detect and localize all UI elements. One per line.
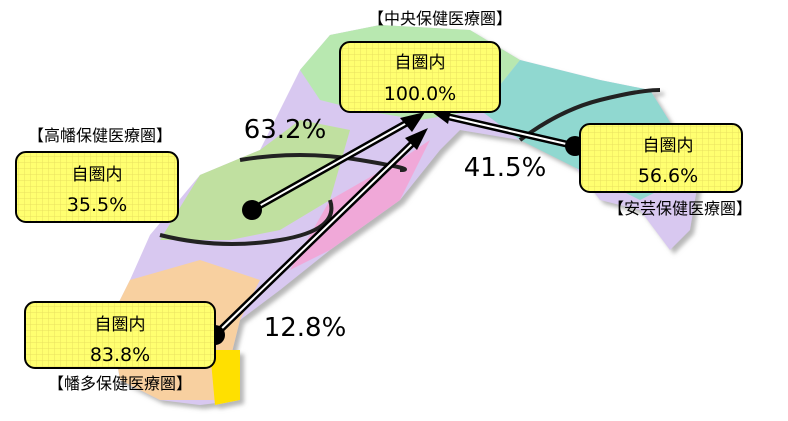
- region-name: 【中央保健医療圏】: [368, 9, 512, 28]
- region-value: 35.5%: [67, 194, 127, 216]
- region-box: [339, 41, 501, 113]
- region-label: 自圏内: [95, 315, 146, 335]
- region-value: 56.6%: [638, 165, 698, 187]
- region-name: 【安芸保健医療圏】: [608, 199, 752, 218]
- flow-arrows: [205, 106, 585, 345]
- flow-label: 41.5%: [464, 153, 547, 183]
- region-name: 【幡多保健医療圏】: [48, 374, 192, 393]
- region-box: [24, 301, 216, 369]
- region-label: 自圏内: [643, 136, 694, 156]
- region-label: 自圏内: [72, 165, 123, 185]
- flow-label: 12.8%: [264, 313, 347, 343]
- region-box: [15, 151, 179, 223]
- region-box: [579, 123, 743, 193]
- flow-label: 63.2%: [244, 115, 327, 145]
- region-label: 自圏内: [395, 53, 446, 73]
- region-name: 【高幡保健医療圏】: [28, 126, 172, 145]
- region-value: 100.0%: [384, 83, 456, 105]
- region-value: 83.8%: [90, 344, 150, 366]
- region-boxes: [15, 41, 743, 369]
